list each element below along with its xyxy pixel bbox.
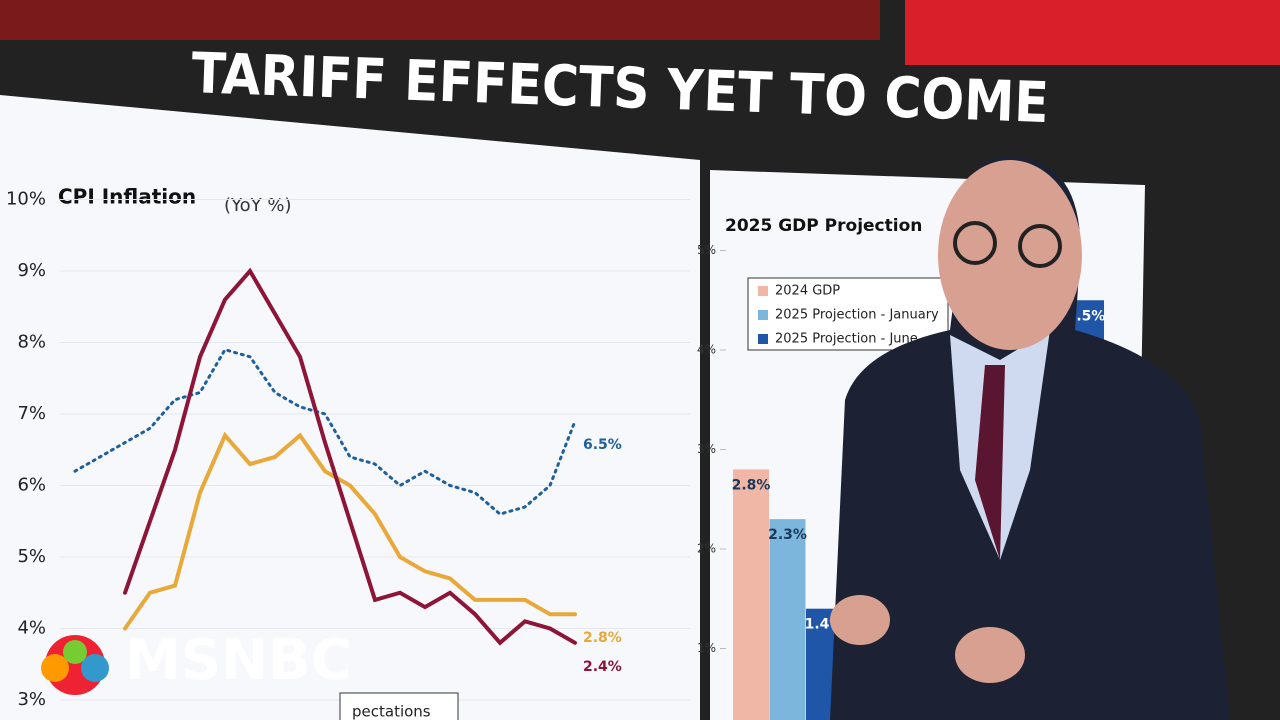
y-tick-label: 1% <box>697 641 716 655</box>
bar-label: 4.5% <box>1067 308 1106 324</box>
top-banner <box>0 0 880 40</box>
chart-title: 2025 GDP Projection <box>725 216 922 236</box>
y-tick-label: 3% <box>17 689 46 710</box>
bar-label: 2.3% <box>768 527 807 543</box>
chart-subtitle: (YoY %) <box>224 195 291 216</box>
charts: CPI Inflation (YoY %) 3% 4% 5% 6% 7% 8% 9% 10% 6.5… <box>6 185 1105 720</box>
y-tick-label: 4% <box>697 343 716 357</box>
y-tick-label: 8% <box>17 332 46 353</box>
peacock <box>81 654 109 682</box>
end-label: 2.4% <box>583 659 622 675</box>
y-tick-label: 5% <box>697 243 716 257</box>
hand <box>955 627 1025 683</box>
tie <box>975 365 1005 560</box>
y-tick-label: 7% <box>17 403 46 424</box>
legend-box <box>339 692 459 720</box>
peacock <box>63 640 87 664</box>
y-tick-label: 3% <box>697 442 716 456</box>
bar <box>733 469 769 720</box>
legend-label: 2025 Projection - January <box>775 308 939 323</box>
face <box>938 160 1082 350</box>
legend-box <box>747 277 949 351</box>
y-tick-label: 4% <box>17 618 46 639</box>
y-tick-label: 9% <box>17 260 46 281</box>
end-label: 2.8% <box>583 630 622 646</box>
legend-label: 2025 Projection - June <box>775 332 918 347</box>
series-line <box>123 267 577 646</box>
legend-label: 2024 GDP <box>775 284 840 299</box>
chart-title: CPI Inflation <box>58 185 196 209</box>
series-line <box>123 431 577 631</box>
logo: MSNBC <box>41 628 352 695</box>
line-panel <box>0 95 700 720</box>
y-tick-label: 5% <box>17 546 46 567</box>
legend-swatch <box>758 310 768 320</box>
legend-swatch <box>758 286 768 296</box>
legend-text: pectations <box>352 703 431 720</box>
y-tick-label: 2% <box>697 542 716 556</box>
series-line <box>73 347 577 516</box>
bar-label: 2.8% <box>732 477 771 493</box>
red-panel <box>905 0 1280 65</box>
logo-text: MSNBC <box>125 628 352 693</box>
glasses <box>1018 224 1062 268</box>
hand <box>830 595 890 645</box>
y-tick-label: 6% <box>17 475 46 496</box>
bar <box>769 519 806 720</box>
end-label: 6.5% <box>583 437 622 453</box>
glasses <box>953 221 997 265</box>
peacock <box>41 654 69 682</box>
legend-swatch <box>758 334 768 344</box>
y-tick-label: 10% <box>6 189 46 210</box>
